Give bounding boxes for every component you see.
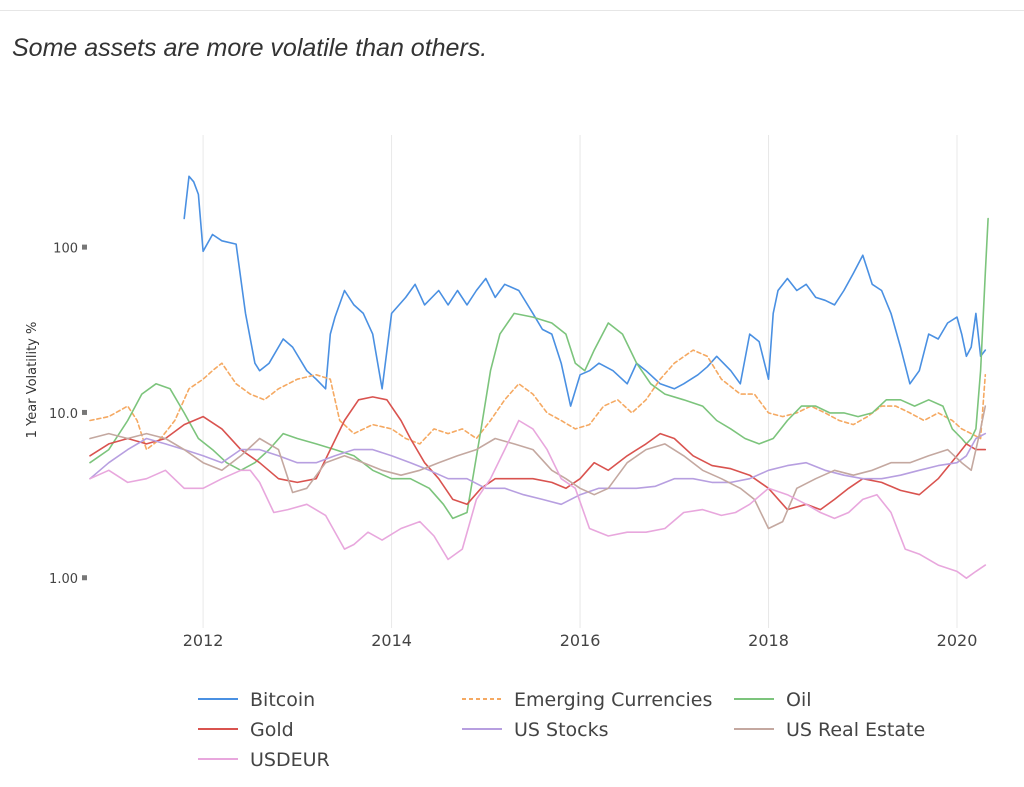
x-tick-label: 2016: [560, 631, 601, 650]
x-tick-label: 2018: [748, 631, 789, 650]
y-tick-label: 100: [53, 242, 78, 257]
legend-label-usdeur: USDEUR: [250, 749, 330, 771]
axes: 2012 2014 2016 2018 2020 1.00 10.0 100: [49, 242, 977, 650]
series-line-us-real-estate: [89, 405, 987, 530]
series-line-usdeur: [89, 419, 987, 580]
legend-label-bitcoin: Bitcoin: [250, 689, 315, 711]
legend-label-oil: Oil: [786, 689, 812, 711]
grid-lines: [202, 135, 958, 628]
series-line-gold: [89, 396, 987, 511]
x-tick-label: 2012: [183, 631, 224, 650]
y-tick-mark: [82, 409, 87, 415]
legend-label-emerging-currencies: Emerging Currencies: [514, 689, 712, 711]
y-tick-mark: [82, 575, 87, 581]
series-line-emerging-currencies: [89, 349, 987, 451]
top-divider: [0, 10, 1024, 11]
y-tick-label: 10.0: [49, 407, 78, 422]
x-tick-label: 2020: [937, 631, 978, 650]
legend-label-gold: Gold: [250, 719, 294, 741]
x-tick-label: 2014: [371, 631, 412, 650]
y-tick-label: 1.00: [49, 572, 78, 587]
y-tick-mark: [82, 244, 87, 250]
legend: Bitcoin Emerging Currencies Oil Gold US Stoc…: [198, 689, 925, 771]
series-line-bitcoin: [183, 175, 987, 407]
headline: Some assets are more volatile than other…: [12, 34, 488, 62]
legend-label-us-real-estate: US Real Estate: [786, 719, 925, 741]
y-axis-label: 1 Year Volatility %: [25, 322, 40, 439]
series-line-us-stocks: [89, 432, 987, 506]
series-line-oil: [89, 217, 989, 520]
legend-label-us-stocks: US Stocks: [514, 719, 609, 741]
series-lines: [89, 175, 989, 580]
